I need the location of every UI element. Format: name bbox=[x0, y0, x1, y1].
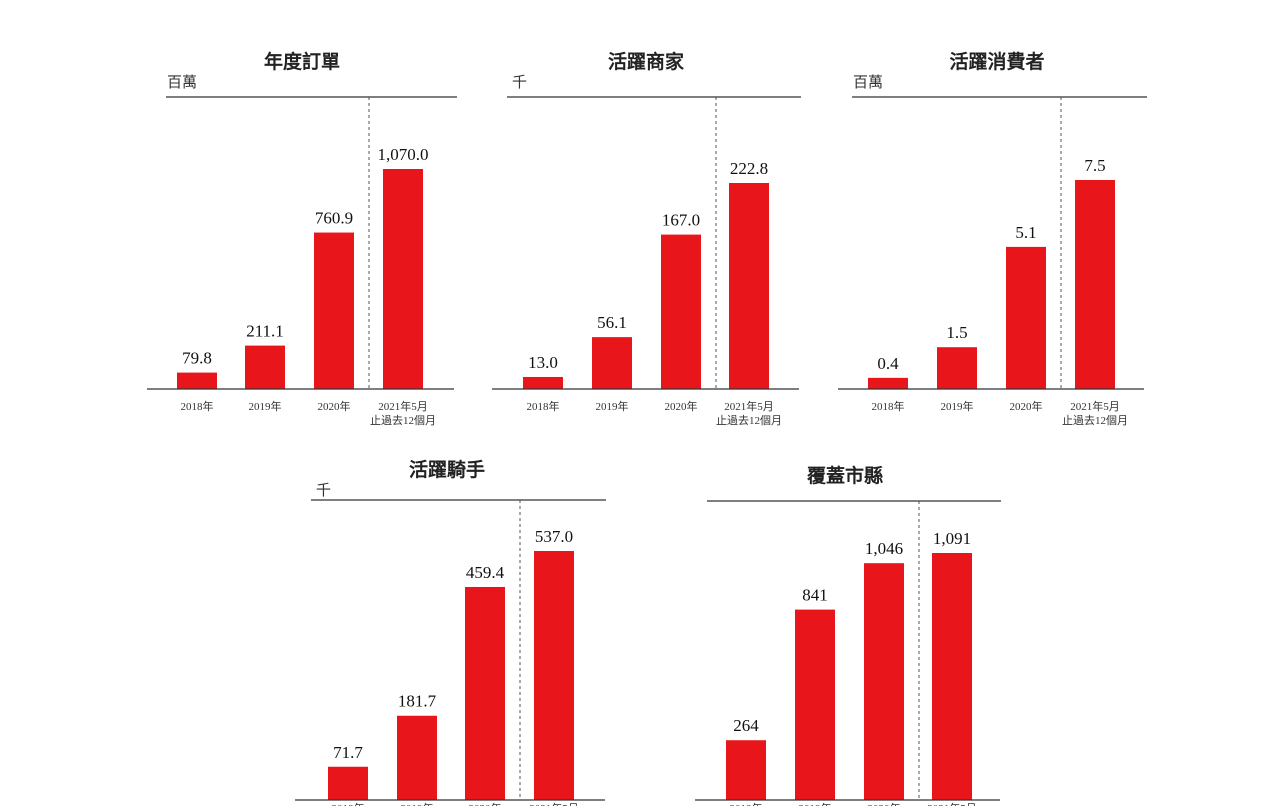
data-label: 211.1 bbox=[246, 322, 284, 341]
data-label: 1,070.0 bbox=[378, 145, 429, 164]
bar bbox=[383, 169, 423, 389]
data-label: 1,046 bbox=[865, 539, 903, 558]
data-label: 79.8 bbox=[182, 349, 212, 368]
bar bbox=[397, 715, 437, 800]
tick-label: 2019年 bbox=[941, 399, 974, 413]
chart-title: 活躍商家 bbox=[608, 50, 685, 73]
tick-label: 2018年 bbox=[730, 801, 763, 806]
tick-label: 2019年 bbox=[401, 801, 434, 806]
chart-title: 年度訂單 bbox=[264, 50, 340, 73]
data-label: 7.5 bbox=[1084, 156, 1105, 175]
tick-label: 2021年5月 bbox=[529, 801, 579, 806]
bar bbox=[795, 609, 835, 800]
unit-label: 百萬 bbox=[167, 73, 197, 91]
bar bbox=[729, 183, 769, 389]
data-label: 760.9 bbox=[315, 209, 353, 228]
bar bbox=[177, 372, 217, 389]
data-label: 264 bbox=[733, 716, 759, 735]
bar bbox=[726, 740, 766, 800]
bar bbox=[864, 563, 904, 800]
tick-label: 2020年 bbox=[318, 399, 351, 413]
chart-5: 覆蓋市縣 264 2018年 841 2019年 1,046 2020年 1,091 2021年… bbox=[695, 464, 1001, 806]
tick-label: 2018年 bbox=[872, 399, 905, 413]
bar bbox=[534, 551, 574, 800]
tick-label: 2019年 bbox=[596, 399, 629, 413]
data-label: 167.0 bbox=[662, 211, 700, 230]
bar bbox=[661, 234, 701, 389]
bar bbox=[937, 347, 977, 389]
tick-label: 2020年 bbox=[1010, 399, 1043, 413]
bar bbox=[1006, 246, 1046, 389]
data-label: 71.7 bbox=[333, 743, 363, 762]
tick-label: 2020年 bbox=[868, 801, 901, 806]
chart-title: 活躍消費者 bbox=[949, 50, 1044, 73]
data-label: 1,091 bbox=[933, 529, 971, 548]
data-label: 459.4 bbox=[466, 563, 505, 582]
unit-label: 千 bbox=[512, 73, 527, 91]
tick-label: 2021年5月 bbox=[927, 801, 977, 806]
data-label: 181.7 bbox=[398, 692, 437, 711]
bar bbox=[1075, 180, 1115, 389]
tick-label: 2018年 bbox=[332, 801, 365, 806]
tick-label: 2018年 bbox=[527, 399, 560, 413]
data-label: 13.0 bbox=[528, 353, 558, 372]
tick-label: 2019年 bbox=[249, 399, 282, 413]
bar bbox=[328, 766, 368, 800]
tick-label: 2018年 bbox=[181, 399, 214, 413]
chart-title: 覆蓋市縣 bbox=[806, 464, 883, 487]
bar bbox=[868, 377, 908, 389]
tick-label: 2021年5月止過去12個月 bbox=[370, 399, 436, 427]
unit-label: 千 bbox=[316, 481, 331, 499]
data-label: 5.1 bbox=[1015, 223, 1036, 242]
tick-label: 2020年 bbox=[665, 399, 698, 413]
tick-label: 2021年5月止過去12個月 bbox=[1062, 399, 1128, 427]
bar bbox=[314, 232, 354, 389]
data-label: 1.5 bbox=[946, 323, 967, 342]
data-label: 0.4 bbox=[877, 354, 899, 373]
bar bbox=[932, 553, 972, 800]
data-label: 841 bbox=[802, 586, 828, 605]
tick-label: 2020年 bbox=[469, 801, 502, 806]
chart-title: 活躍騎手 bbox=[409, 458, 485, 481]
bar bbox=[523, 376, 563, 389]
bar bbox=[465, 586, 505, 800]
tick-label: 2021年5月止過去12個月 bbox=[716, 399, 782, 427]
bar bbox=[245, 345, 285, 389]
data-label: 56.1 bbox=[597, 313, 627, 332]
bar bbox=[592, 337, 632, 389]
tick-label: 2019年 bbox=[799, 801, 832, 806]
data-label: 222.8 bbox=[730, 159, 768, 178]
data-label: 537.0 bbox=[535, 527, 573, 546]
unit-label: 百萬 bbox=[853, 73, 883, 91]
